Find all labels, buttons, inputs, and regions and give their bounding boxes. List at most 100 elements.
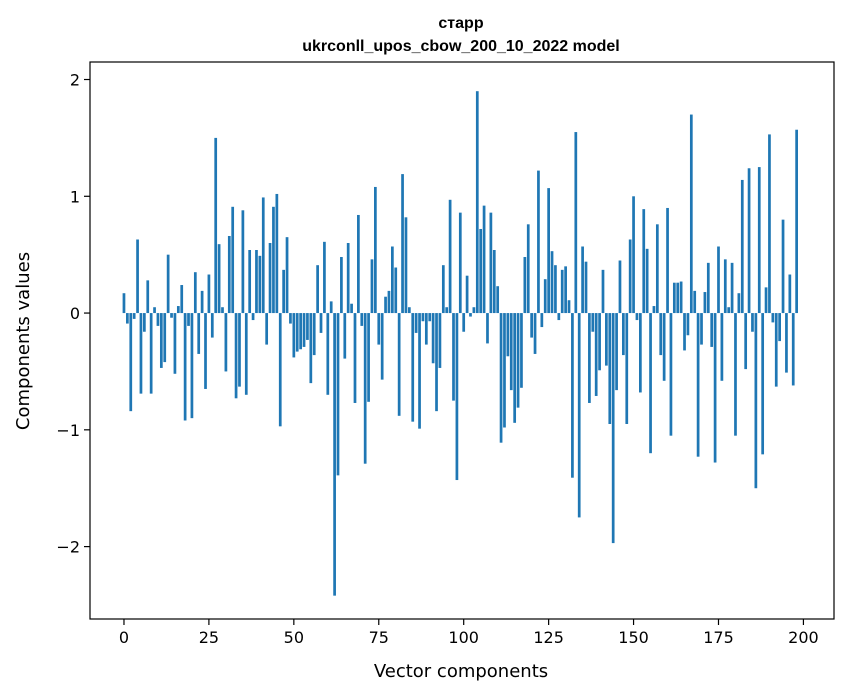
bar-component-197 — [791, 313, 795, 386]
bar-component-58 — [319, 313, 323, 333]
bar-component-169 — [696, 313, 700, 457]
bar-component-73 — [370, 259, 374, 314]
x-axis-label: Vector components — [374, 661, 548, 682]
bar-component-47 — [282, 269, 285, 314]
bar-component-85 — [411, 313, 415, 422]
bar-component-156 — [652, 306, 656, 314]
bar-component-193 — [778, 313, 781, 342]
bar-component-126 — [550, 251, 554, 314]
bar-component-32 — [231, 206, 235, 314]
bar-component-12 — [163, 313, 167, 363]
bar-component-144 — [611, 313, 615, 544]
y-tick-label: 1 — [70, 187, 80, 206]
bar-component-153 — [642, 209, 646, 314]
y-axis-ticks: −2 −1 0 1 2 — [56, 71, 90, 557]
bar-component-91 — [431, 313, 435, 364]
bar-component-19 — [187, 313, 190, 326]
bar-component-134 — [577, 313, 581, 518]
bar-component-173 — [710, 313, 714, 347]
plot-area-frame — [89, 61, 835, 620]
bar-component-103 — [472, 307, 476, 314]
bar-component-104 — [475, 91, 479, 314]
bar-component-150 — [632, 196, 635, 314]
bar-component-41 — [261, 197, 265, 314]
bar-component-90 — [428, 313, 432, 322]
bar-component-5 — [139, 313, 143, 394]
bar-component-36 — [244, 313, 248, 395]
bar-component-152 — [639, 313, 642, 393]
bar-component-105 — [479, 228, 483, 314]
bar-component-57 — [316, 265, 319, 314]
bar-component-18 — [183, 313, 187, 421]
x-tick-label: 125 — [533, 628, 564, 647]
bar-component-175 — [717, 246, 720, 314]
bar-component-74 — [374, 186, 377, 314]
bar-component-143 — [608, 313, 612, 424]
bar-component-115 — [513, 313, 517, 423]
bar-component-22 — [197, 313, 201, 354]
bar-component-194 — [781, 219, 785, 314]
bar-component-1 — [126, 313, 129, 324]
bar-component-119 — [526, 224, 530, 314]
bar-component-184 — [747, 168, 751, 314]
bar-component-110 — [496, 286, 500, 314]
bar-component-100 — [462, 313, 466, 332]
bar-component-67 — [350, 303, 353, 314]
bar-component-24 — [204, 313, 207, 389]
bar-component-70 — [360, 313, 364, 326]
bar-component-185 — [751, 313, 754, 332]
bar-component-147 — [622, 313, 625, 356]
bar-component-40 — [258, 255, 262, 314]
y-tick-label: 2 — [70, 71, 80, 90]
x-tick-label: 150 — [618, 628, 649, 647]
bar-component-34 — [238, 313, 241, 387]
bar-component-49 — [289, 313, 292, 324]
bar-component-84 — [407, 307, 411, 314]
bar-component-128 — [557, 313, 561, 321]
bar-component-106 — [482, 205, 486, 314]
bar-component-14 — [170, 313, 173, 318]
bar-component-65 — [343, 313, 347, 359]
chart-title-line-2: ukrconll_upos_cbow_200_10_2022 model — [302, 38, 619, 55]
bar-component-157 — [655, 224, 659, 314]
bar-component-20 — [190, 313, 194, 419]
bar-component-89 — [424, 313, 428, 345]
bar-component-148 — [625, 313, 629, 424]
bar-component-66 — [346, 243, 350, 314]
bar-component-111 — [499, 313, 503, 443]
bar-component-38 — [251, 313, 255, 321]
bar-component-130 — [564, 266, 567, 314]
bar-component-138 — [591, 313, 595, 332]
bar-component-71 — [363, 313, 367, 464]
bar-component-15 — [173, 313, 177, 374]
bar-component-149 — [628, 239, 632, 314]
bar-component-6 — [143, 313, 146, 332]
bar-component-83 — [404, 217, 408, 314]
bar-component-17 — [180, 285, 184, 314]
x-tick-label: 25 — [199, 628, 219, 647]
bar-component-118 — [523, 257, 527, 314]
bar-component-96 — [448, 199, 452, 314]
bar-component-122 — [537, 170, 540, 314]
x-tick-label: 175 — [703, 628, 734, 647]
x-tick-label: 100 — [448, 628, 479, 647]
bar-component-107 — [486, 313, 489, 344]
bar-component-137 — [588, 313, 591, 403]
bar-component-53 — [302, 313, 306, 347]
bar-component-113 — [506, 313, 510, 357]
bar-component-120 — [530, 313, 533, 338]
bar-component-13 — [166, 254, 170, 314]
bar-component-33 — [234, 313, 238, 399]
y-tick-label: −1 — [56, 421, 80, 440]
bar-component-196 — [788, 274, 792, 314]
y-axis-label: Components values — [13, 252, 34, 430]
bar-component-59 — [323, 241, 326, 314]
bar-component-93 — [438, 313, 442, 368]
bar-component-80 — [394, 267, 398, 314]
bar-component-64 — [340, 257, 343, 314]
bar-component-121 — [533, 313, 537, 354]
bar-component-116 — [516, 313, 520, 408]
bar-component-78 — [387, 290, 391, 314]
bar-component-76 — [380, 313, 384, 380]
